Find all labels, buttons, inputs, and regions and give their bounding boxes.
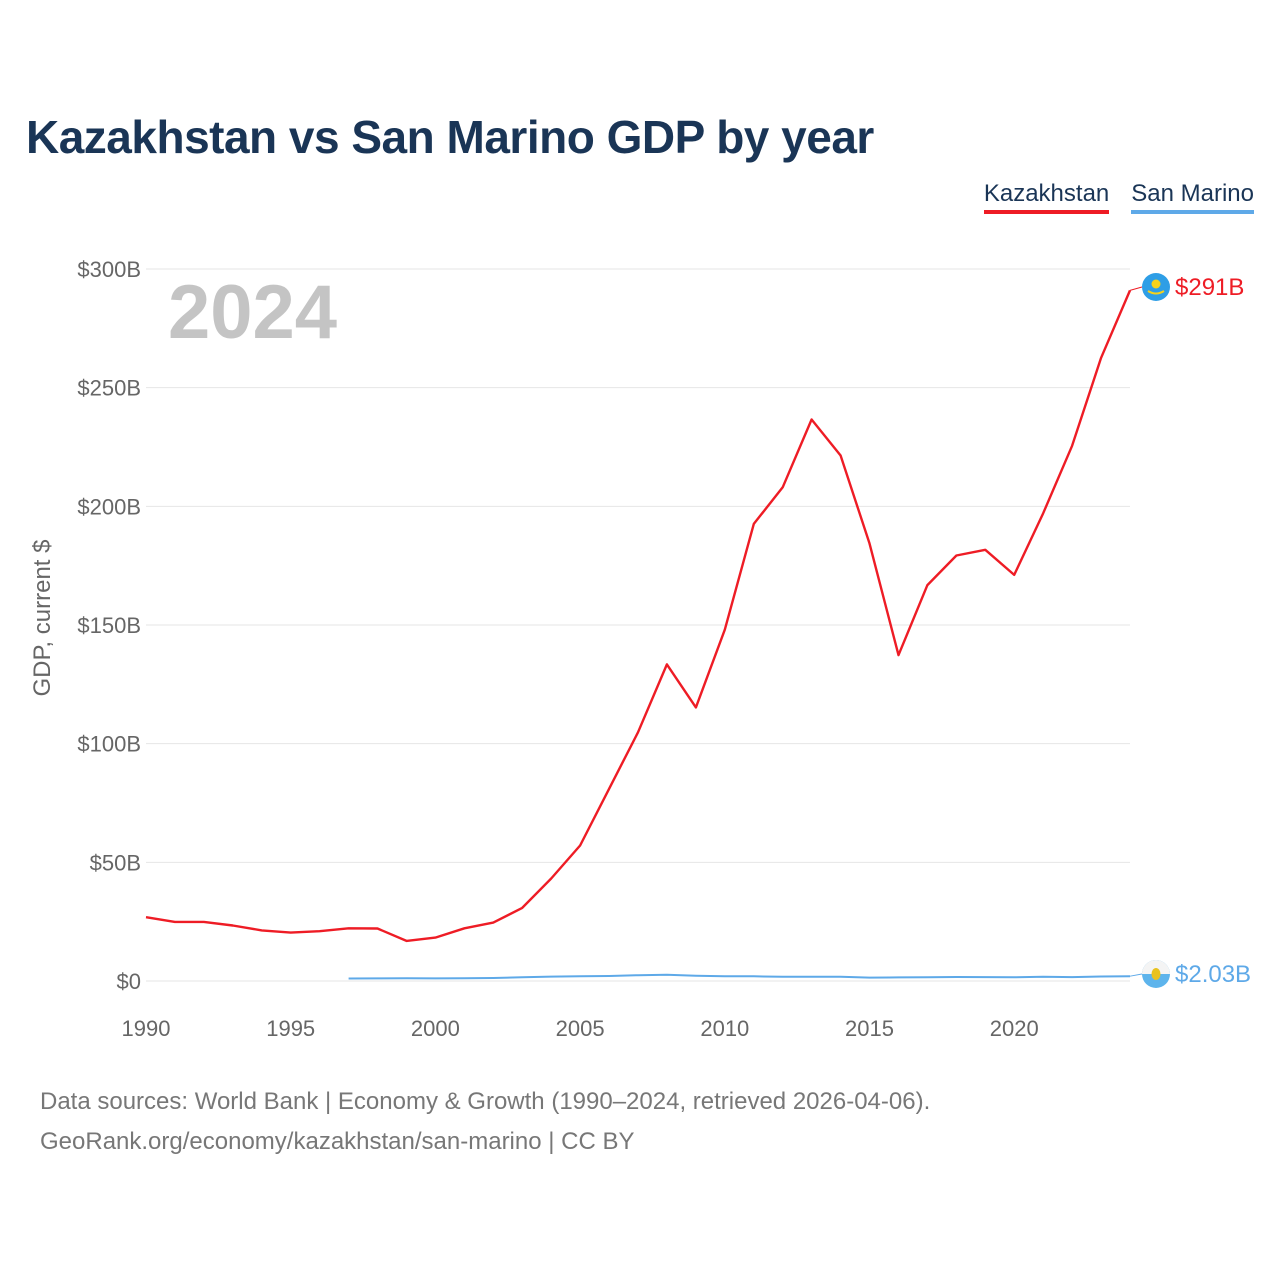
y-axis-ticks: $0 $50B $100B $150B $200B $250B $300B — [77, 257, 141, 994]
legend: Kazakhstan San Marino — [983, 180, 1254, 214]
series-line-san-marino — [348, 973, 1131, 980]
x-tick-label: 2010 — [700, 1016, 749, 1041]
y-tick-label: $200B — [77, 494, 141, 519]
x-tick-label: 1995 — [266, 1016, 315, 1041]
chart-title: Kazakhstan vs San Marino GDP by year — [26, 111, 874, 163]
end-connector — [1129, 973, 1143, 977]
year-watermark: 2024 — [168, 270, 337, 355]
series-end-markers: $291B $2.03B — [1129, 273, 1251, 988]
end-connector — [1129, 286, 1143, 291]
y-axis-label: GDP, current $ — [29, 540, 56, 697]
end-value-label: $291B — [1175, 274, 1244, 301]
source-line-1: Data sources: World Bank | Economy & Gro… — [40, 1088, 931, 1115]
y-tick-label: $0 — [117, 969, 141, 994]
series-line-kazakhstan — [145, 289, 1132, 943]
x-tick-label: 2000 — [411, 1016, 460, 1041]
end-value-label: $2.03B — [1175, 961, 1251, 988]
x-axis-ticks: 1990 1995 2000 2005 2010 2015 2020 — [122, 1016, 1039, 1041]
series-lines — [145, 289, 1132, 980]
legend-item-san-marino[interactable]: San Marino — [1131, 180, 1254, 214]
data-source-footer: Data sources: World Bank | Economy & Gro… — [40, 1082, 930, 1162]
x-tick-label: 2015 — [845, 1016, 894, 1041]
gridlines — [146, 268, 1130, 982]
kazakhstan-flag-icon — [1142, 273, 1170, 301]
y-tick-label: $100B — [77, 732, 141, 757]
x-tick-label: 2005 — [556, 1016, 605, 1041]
legend-item-kazakhstan[interactable]: Kazakhstan — [983, 180, 1110, 214]
y-tick-label: $50B — [90, 850, 141, 875]
y-tick-label: $250B — [77, 376, 141, 401]
san-marino-flag-icon — [1142, 960, 1170, 988]
x-tick-label: 1990 — [122, 1016, 171, 1041]
y-tick-label: $300B — [77, 257, 141, 282]
source-line-2[interactable]: GeoRank.org/economy/kazakhstan/san-marin… — [40, 1128, 635, 1155]
y-tick-label: $150B — [77, 613, 141, 638]
x-tick-label: 2020 — [990, 1016, 1039, 1041]
